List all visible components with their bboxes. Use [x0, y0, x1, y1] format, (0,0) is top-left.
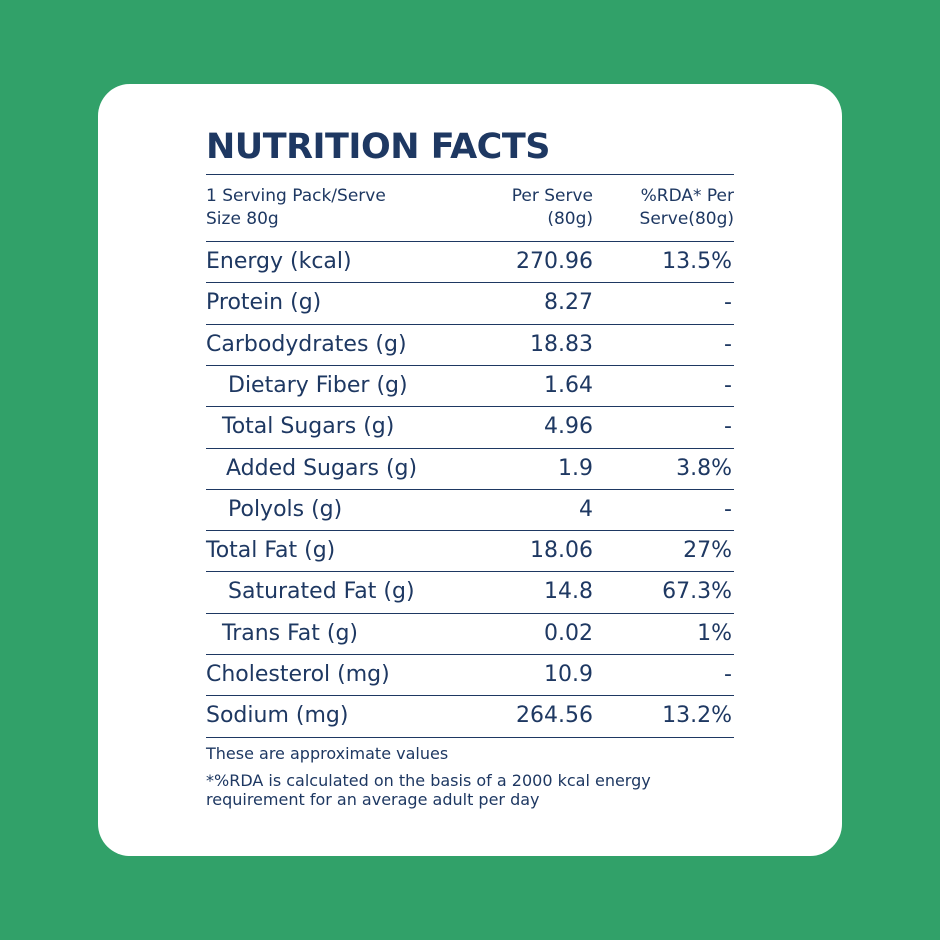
nutrient-name: Protein (g) — [206, 290, 322, 316]
footnote: *%RDA is calculated on the basis of a 20… — [206, 771, 651, 790]
per-serve-value: 8.27 — [544, 290, 593, 316]
nutrient-name: Polyols (g) — [228, 496, 343, 522]
nutrient-name: Sodium (mg) — [206, 703, 349, 729]
divider — [206, 447, 734, 449]
header-cell: %RDA* Per — [640, 186, 734, 206]
rda-value: 13.5% — [662, 249, 732, 274]
nutrient-name: Added Sugars (g) — [226, 455, 418, 481]
divider — [206, 488, 734, 490]
per-serve-value: 0.02 — [544, 620, 593, 646]
header-cell: (80g) — [547, 209, 593, 229]
divider — [206, 654, 734, 655]
footnote: requirement for an average adult per day — [206, 790, 540, 809]
per-serve-value: 10.9 — [544, 662, 593, 687]
title: NUTRITION FACTS — [206, 127, 550, 167]
nutrient-name: Carbodydrates (g) — [206, 331, 407, 357]
nutrient-name: Trans Fat (g) — [222, 620, 358, 646]
per-serve-value: 1.9 — [558, 455, 593, 481]
rda-value: - — [724, 372, 732, 398]
divider — [206, 364, 734, 366]
rda-value: - — [724, 414, 732, 440]
rda-value: - — [724, 290, 732, 316]
rda-value: 27% — [683, 538, 732, 564]
rda-value: 67.3% — [662, 579, 732, 605]
nutrient-name: Dietary Fiber (g) — [228, 372, 408, 398]
per-serve-value: 4 — [579, 496, 593, 522]
per-serve-value: 18.06 — [530, 538, 593, 564]
nutrient-name: Total Sugars (g) — [222, 414, 395, 440]
header-cell: Serve(80g) — [639, 209, 734, 229]
rda-value: - — [724, 662, 732, 687]
divider — [206, 571, 734, 573]
divider — [206, 282, 734, 284]
nutrient-name: Cholesterol (mg) — [206, 662, 390, 687]
divider — [206, 323, 734, 325]
divider — [206, 530, 734, 532]
footnote: These are approximate values — [206, 744, 449, 763]
per-serve-value: 18.83 — [530, 331, 593, 357]
header-cell: 1 Serving Pack/Serve — [206, 186, 386, 206]
per-serve-value: 4.96 — [544, 414, 593, 440]
card — [98, 84, 842, 856]
rda-value: - — [724, 496, 732, 522]
divider — [206, 241, 734, 242]
divider — [206, 612, 734, 614]
per-serve-value: 264.56 — [516, 703, 593, 729]
nutrient-name: Total Fat (g) — [206, 538, 336, 564]
rda-value: - — [724, 331, 732, 357]
per-serve-value: 14.8 — [544, 579, 593, 605]
per-serve-value: 270.96 — [516, 249, 593, 274]
divider — [206, 406, 734, 408]
divider — [206, 174, 734, 175]
header-cell: Per Serve — [511, 186, 593, 206]
rda-value: 1% — [697, 620, 732, 646]
divider — [206, 736, 734, 738]
rda-value: 13.2% — [662, 703, 732, 729]
nutrient-name: Saturated Fat (g) — [228, 579, 415, 605]
nutrient-name: Energy (kcal) — [206, 249, 352, 274]
header-cell: Size 80g — [206, 209, 279, 229]
rda-value: 3.8% — [676, 455, 732, 481]
divider — [206, 695, 734, 697]
per-serve-value: 1.64 — [544, 372, 593, 398]
